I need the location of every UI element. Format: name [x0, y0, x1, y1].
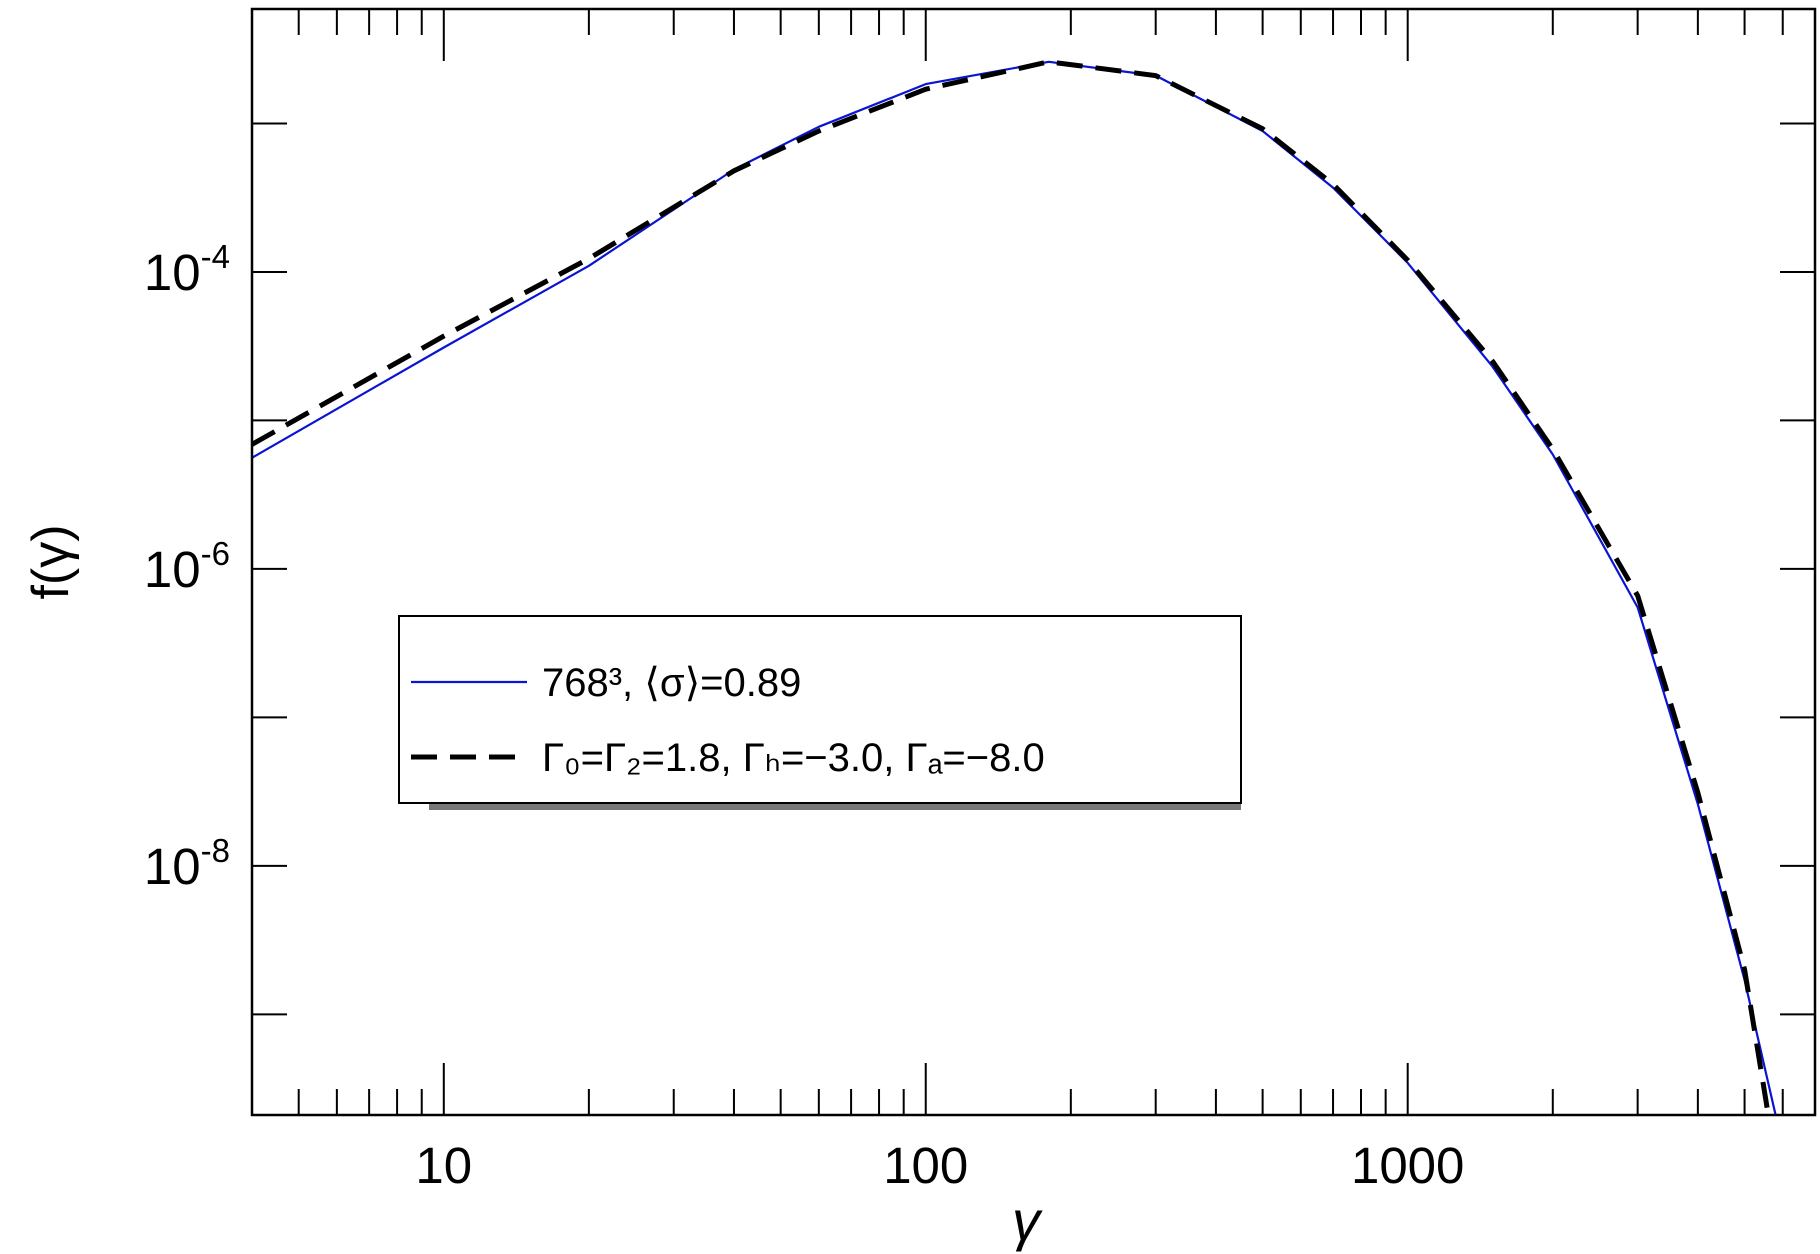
y-tick-label: 10-4 — [144, 238, 230, 301]
x-tick-label: 1000 — [1351, 1137, 1464, 1194]
y-axis-label: f(γ) — [22, 524, 80, 599]
legend-label: 768³, ⟨σ⟩=0.89 — [542, 661, 801, 705]
y-tick-label: 10-6 — [144, 535, 230, 598]
legend-shadow — [429, 803, 1241, 810]
series-line — [252, 59, 1771, 1115]
x-tick-label: 10 — [415, 1137, 472, 1194]
plot-frame — [250, 7, 1817, 1117]
x-tick-label: 100 — [883, 1137, 968, 1194]
y-tick-base: 10 — [144, 541, 201, 598]
legend-label: Γ₀=Γ₂=1.8, Γₕ=−3.0, Γₐ=−8.0 — [542, 736, 1045, 780]
y-tick-label: 10-8 — [144, 832, 230, 895]
legend-box — [398, 615, 1242, 804]
y-tick-base: 10 — [144, 244, 201, 301]
series-line — [252, 60, 1777, 1115]
y-tick-exponent: -4 — [201, 238, 230, 275]
x-axis-label: γ — [1012, 1189, 1043, 1252]
y-tick-base: 10 — [144, 838, 201, 895]
y-tick-exponent: -6 — [201, 535, 230, 572]
y-tick-exponent: -8 — [201, 832, 230, 869]
plot-lines — [252, 59, 1777, 1115]
